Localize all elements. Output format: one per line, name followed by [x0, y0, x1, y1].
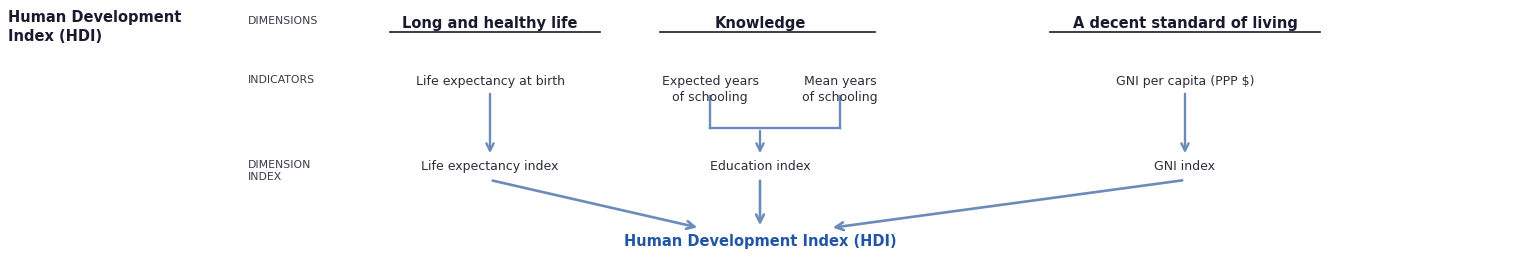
Text: A decent standard of living: A decent standard of living	[1073, 16, 1298, 31]
Text: Expected years
of schooling: Expected years of schooling	[662, 75, 759, 104]
Text: Mean years
of schooling: Mean years of schooling	[802, 75, 877, 104]
Text: DIMENSIONS: DIMENSIONS	[247, 16, 319, 26]
Text: DIMENSION
INDEX: DIMENSION INDEX	[247, 160, 311, 182]
Text: INDICATORS: INDICATORS	[247, 75, 316, 85]
Text: GNI per capita (PPP $): GNI per capita (PPP $)	[1116, 75, 1254, 88]
Text: GNI index: GNI index	[1155, 160, 1216, 173]
Text: Long and healthy life: Long and healthy life	[402, 16, 578, 31]
Text: Human Development
Index (HDI): Human Development Index (HDI)	[8, 10, 181, 44]
Text: Life expectancy index: Life expectancy index	[422, 160, 559, 173]
Text: Human Development Index (HDI): Human Development Index (HDI)	[624, 234, 896, 249]
Text: Life expectancy at birth: Life expectancy at birth	[416, 75, 565, 88]
Text: Knowledge: Knowledge	[715, 16, 806, 31]
Text: Education index: Education index	[710, 160, 811, 173]
